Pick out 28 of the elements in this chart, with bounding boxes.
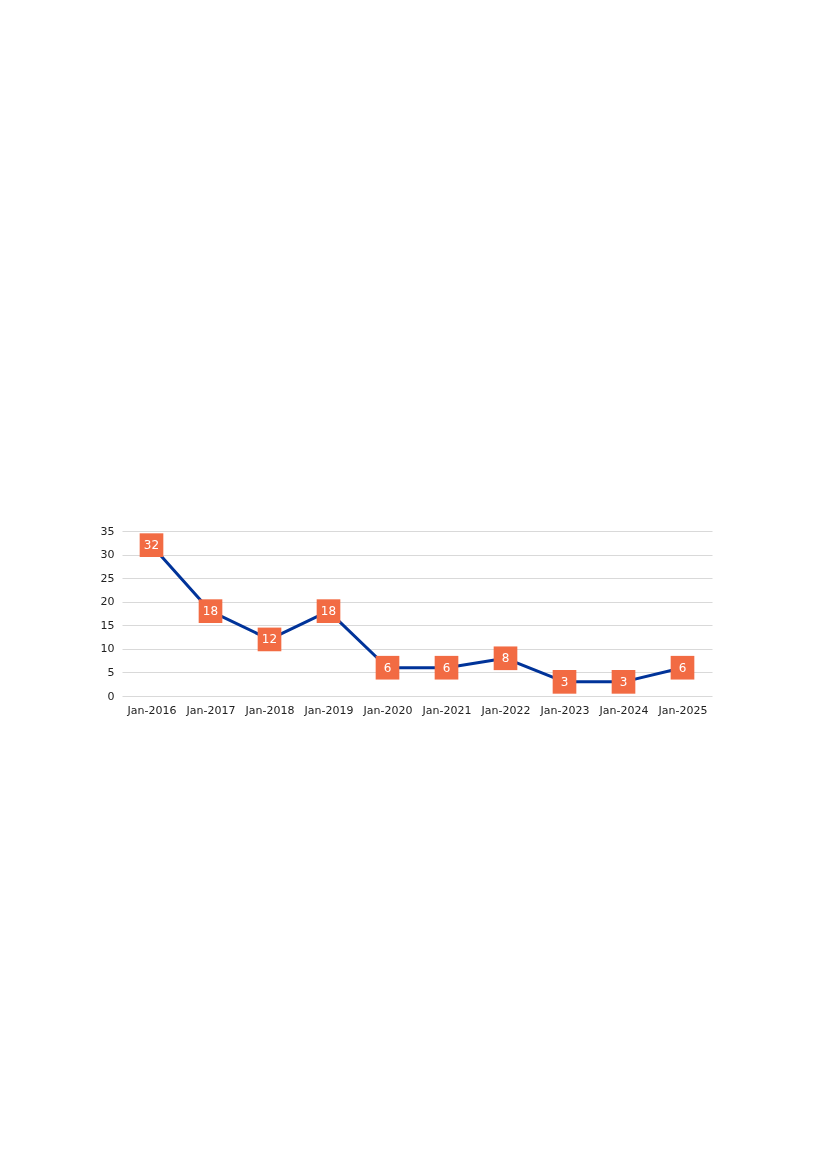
x-tick-label: Jan-2018	[244, 703, 295, 717]
data-label: 18	[320, 604, 337, 619]
x-tick-label: Jan-2024	[598, 703, 649, 717]
x-tick-label: Jan-2025	[657, 703, 708, 717]
data-label: 6	[383, 660, 392, 675]
y-tick-label: 10	[100, 642, 115, 656]
x-tick-label: Jan-2020	[362, 703, 413, 717]
y-tick-label: 15	[100, 618, 115, 632]
x-tick-label: Jan-2019	[303, 703, 354, 717]
y-tick-label: 30	[100, 548, 115, 562]
data-label: 3	[619, 674, 628, 689]
data-label: 18	[202, 604, 219, 619]
x-tick-label: Jan-2021	[421, 703, 472, 717]
data-label: 6	[678, 660, 687, 675]
data-label: 6	[442, 660, 451, 675]
y-tick-label: 0	[107, 689, 115, 703]
y-tick-label: 25	[100, 571, 115, 585]
data-label: 8	[501, 651, 510, 666]
x-tick-label: Jan-2023	[539, 703, 590, 717]
x-tick-label: Jan-2022	[480, 703, 531, 717]
y-tick-label: 5	[107, 665, 115, 679]
x-tick-label: Jan-2017	[185, 703, 236, 717]
data-label: 32	[143, 538, 160, 553]
y-tick-label: 20	[100, 595, 115, 609]
y-tick-label: 35	[100, 524, 115, 538]
data-label: 12	[261, 632, 278, 647]
x-tick-label: Jan-2016	[126, 703, 177, 717]
data-label: 3	[560, 674, 569, 689]
